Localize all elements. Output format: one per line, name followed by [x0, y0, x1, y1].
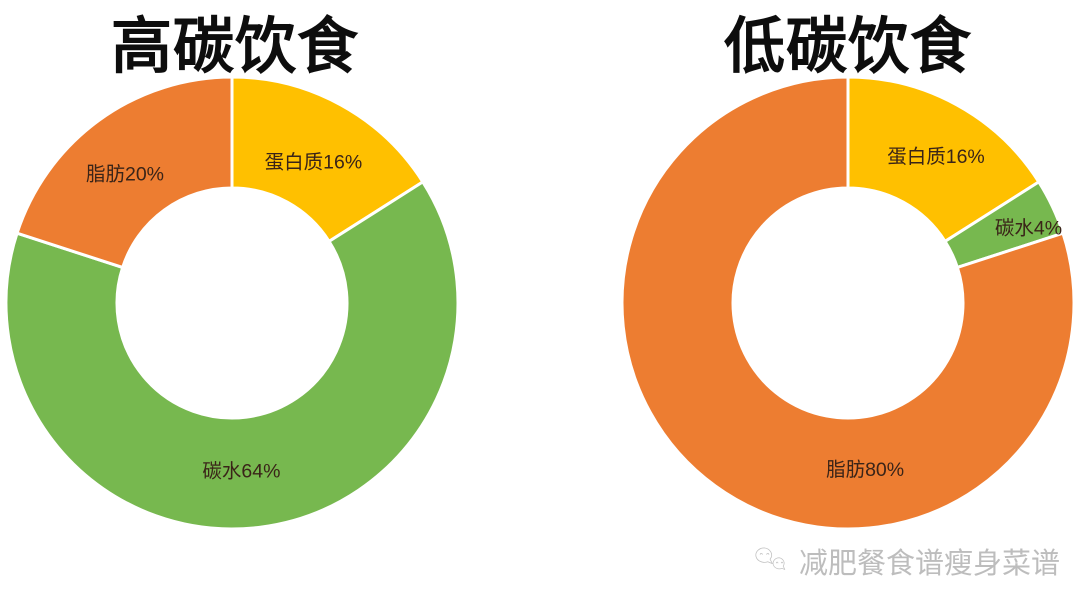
svg-text:蛋白质16%: 蛋白质16% [887, 146, 985, 168]
svg-text:碳水4%: 碳水4% [995, 218, 1062, 240]
svg-text:碳水64%: 碳水64% [202, 460, 280, 482]
svg-text:脂肪80%: 脂肪80% [826, 459, 904, 481]
svg-text:蛋白质16%: 蛋白质16% [264, 151, 362, 173]
svg-text:脂肪20%: 脂肪20% [85, 163, 163, 185]
